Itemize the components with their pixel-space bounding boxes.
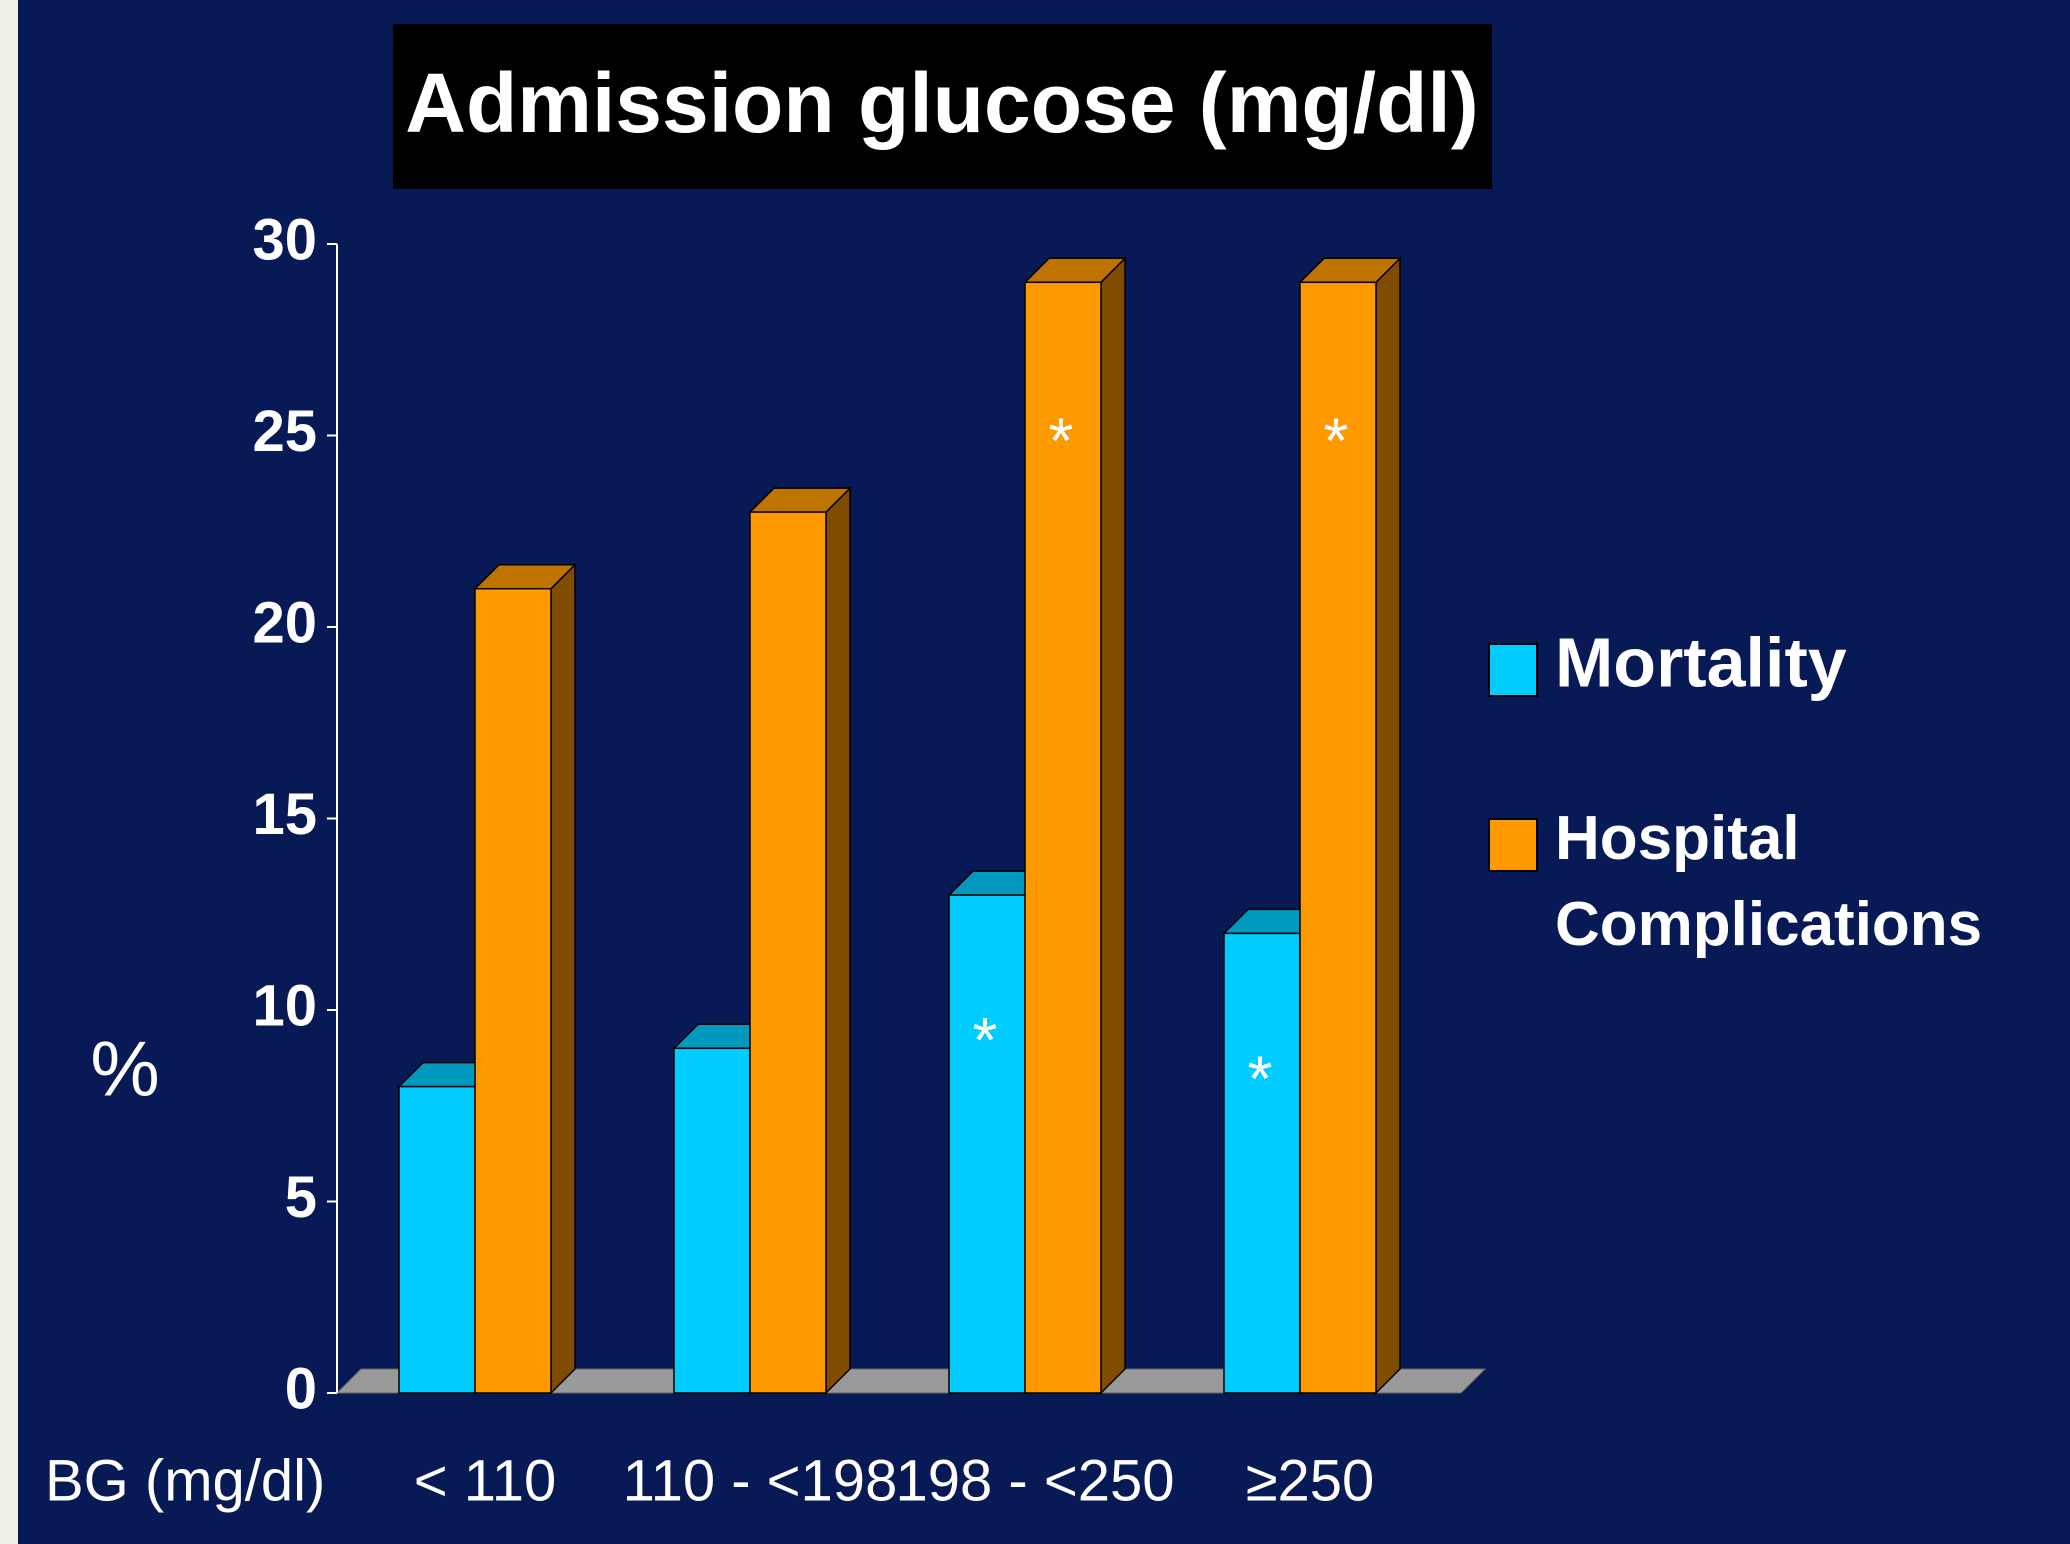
legend-label: Mortality bbox=[1555, 623, 1847, 701]
bar bbox=[474, 587, 552, 1394]
bar-side bbox=[825, 486, 851, 1395]
chart-title: Admission glucose (mg/dl) bbox=[405, 56, 1478, 150]
y-tick-label: 15 bbox=[252, 782, 317, 847]
legend-label: Hospital Complications bbox=[1555, 804, 1982, 959]
bar-annotation: * bbox=[973, 1004, 998, 1076]
bar bbox=[1024, 281, 1102, 1394]
x-tick-label: 198 - <250 bbox=[896, 1448, 1175, 1513]
x-tick-label: 110 - <198 bbox=[623, 1448, 898, 1513]
x-tick-label: ≥250 bbox=[1246, 1448, 1375, 1513]
bar-annotation: * bbox=[1049, 404, 1074, 476]
bar-side bbox=[1375, 256, 1401, 1395]
bar bbox=[948, 894, 1026, 1394]
bar-annotation: * bbox=[1248, 1042, 1273, 1114]
y-tick-label: 30 bbox=[252, 207, 317, 272]
y-tick-label: 10 bbox=[252, 973, 317, 1038]
x-tick-label: < 110 bbox=[414, 1448, 556, 1513]
bar bbox=[398, 1085, 476, 1394]
x-axis-label: BG (mg/dl) bbox=[45, 1448, 325, 1513]
left-strip bbox=[0, 0, 18, 1544]
bar bbox=[673, 1047, 751, 1394]
y-tick-label: 5 bbox=[285, 1165, 317, 1230]
title-box bbox=[393, 24, 1492, 189]
bar bbox=[749, 511, 827, 1394]
bar bbox=[1223, 932, 1301, 1394]
y-tick-label: 25 bbox=[252, 399, 317, 464]
legend-swatch bbox=[1488, 643, 1538, 697]
bar-side bbox=[1100, 256, 1126, 1395]
y-axis-label: % bbox=[90, 1025, 159, 1113]
bar bbox=[1299, 281, 1377, 1394]
y-tick-label: 0 bbox=[285, 1356, 317, 1421]
legend-swatch bbox=[1488, 818, 1538, 872]
bar-annotation: * bbox=[1324, 404, 1349, 476]
y-tick-label: 20 bbox=[252, 590, 317, 655]
bar-side bbox=[550, 562, 576, 1395]
